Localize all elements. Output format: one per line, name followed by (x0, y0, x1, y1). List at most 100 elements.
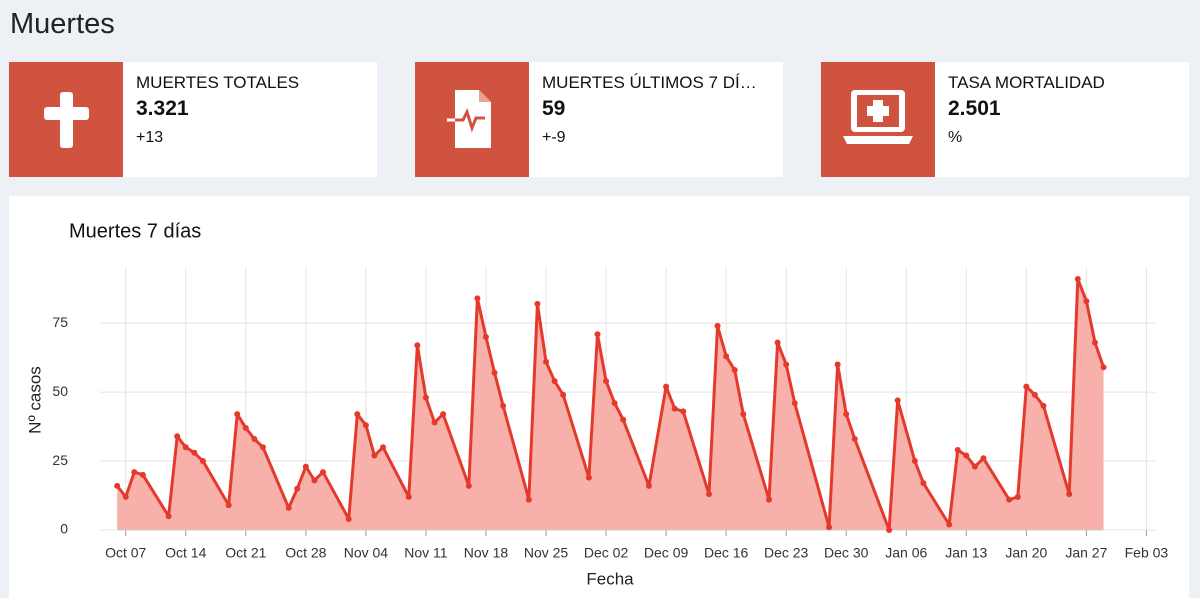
point (320, 469, 327, 476)
point (731, 367, 738, 374)
y-tick-label: 50 (52, 383, 68, 399)
x-axis-label: Fecha (586, 569, 634, 588)
point (139, 471, 146, 478)
x-tick-label: Jan 06 (885, 545, 927, 561)
point (954, 447, 961, 454)
point (1083, 298, 1090, 305)
point (311, 477, 318, 484)
line (115, 277, 1105, 532)
x-tick-label: Oct 07 (105, 545, 146, 561)
point (766, 496, 773, 503)
point (551, 378, 558, 385)
card: MUERTES TOTALES 3.321 +13 (9, 62, 377, 177)
point (1031, 391, 1038, 398)
x-tick-label: Dec 02 (584, 545, 629, 561)
point (603, 378, 610, 385)
point (131, 469, 138, 476)
x-tick-label: Nov 25 (524, 545, 569, 561)
point (302, 463, 309, 470)
point (500, 402, 507, 409)
x-tick-label: Dec 16 (704, 545, 749, 561)
point (834, 361, 841, 368)
x-tick-label: Oct 14 (165, 545, 206, 561)
x-tick-label: Dec 09 (644, 545, 689, 561)
point (620, 416, 627, 423)
point (1100, 364, 1107, 371)
card-label: MUERTES ÚLTIMOS 7 DÍ… (542, 73, 757, 92)
point (242, 424, 249, 431)
point (783, 361, 790, 368)
point (285, 504, 292, 511)
point (414, 342, 421, 349)
point (440, 411, 447, 418)
point (791, 400, 798, 407)
point (380, 444, 387, 451)
point (663, 383, 670, 390)
point (1074, 276, 1081, 283)
point (543, 358, 550, 365)
point (740, 411, 747, 418)
point (585, 474, 592, 481)
point (1023, 383, 1030, 390)
x-tick-label: Jan 13 (945, 545, 987, 561)
point (1014, 493, 1021, 500)
card: TASA MORTALIDAD 2.501 % (821, 62, 1189, 177)
x-tick-label: Jan 20 (1005, 545, 1047, 561)
point (345, 515, 352, 522)
point (851, 435, 858, 442)
icon (821, 62, 935, 177)
point (826, 524, 833, 531)
point (611, 400, 618, 407)
point (705, 491, 712, 498)
point (1040, 402, 1047, 409)
point (114, 482, 121, 489)
card-delta: +13 (136, 129, 164, 146)
point (431, 419, 438, 426)
point (946, 521, 953, 528)
point (362, 422, 369, 429)
area (117, 279, 1104, 530)
point (294, 485, 301, 492)
point (560, 391, 567, 398)
icon (9, 62, 123, 177)
point (525, 496, 532, 503)
x-tick-label: Feb 03 (1125, 545, 1169, 561)
point (191, 449, 198, 456)
point (199, 458, 206, 465)
card-delta: +-9 (542, 129, 566, 146)
chart: Muertes 7 días Fecha Nº casos 0 25 50 75 Oct… (25, 220, 1169, 588)
point (963, 452, 970, 459)
card-value: 59 (542, 97, 566, 120)
card-value: 3.321 (136, 97, 189, 120)
point (182, 444, 189, 451)
point (886, 527, 893, 533)
card-label: TASA MORTALIDAD (948, 73, 1105, 92)
icon (415, 62, 529, 177)
x-tick-label: Oct 21 (225, 545, 266, 561)
x-tick-label: Dec 23 (764, 545, 809, 561)
point (405, 493, 412, 500)
point (465, 482, 472, 489)
point (482, 333, 489, 340)
point (491, 369, 498, 376)
x-tick-label: Nov 04 (344, 545, 389, 561)
point (911, 458, 918, 465)
x-tick-label: Jan 27 (1065, 545, 1107, 561)
point (259, 444, 266, 451)
card-label: MUERTES TOTALES (136, 73, 300, 92)
x-tick-label: Nov 18 (464, 545, 509, 561)
point (422, 394, 429, 401)
point (534, 300, 541, 307)
point (1006, 496, 1013, 503)
point (894, 397, 901, 404)
point (980, 455, 987, 462)
point (594, 331, 601, 338)
card-delta: % (948, 129, 963, 146)
point (671, 405, 678, 412)
point (174, 433, 181, 440)
point (1066, 491, 1073, 498)
point (474, 295, 481, 302)
point (843, 411, 850, 418)
point (645, 482, 652, 489)
